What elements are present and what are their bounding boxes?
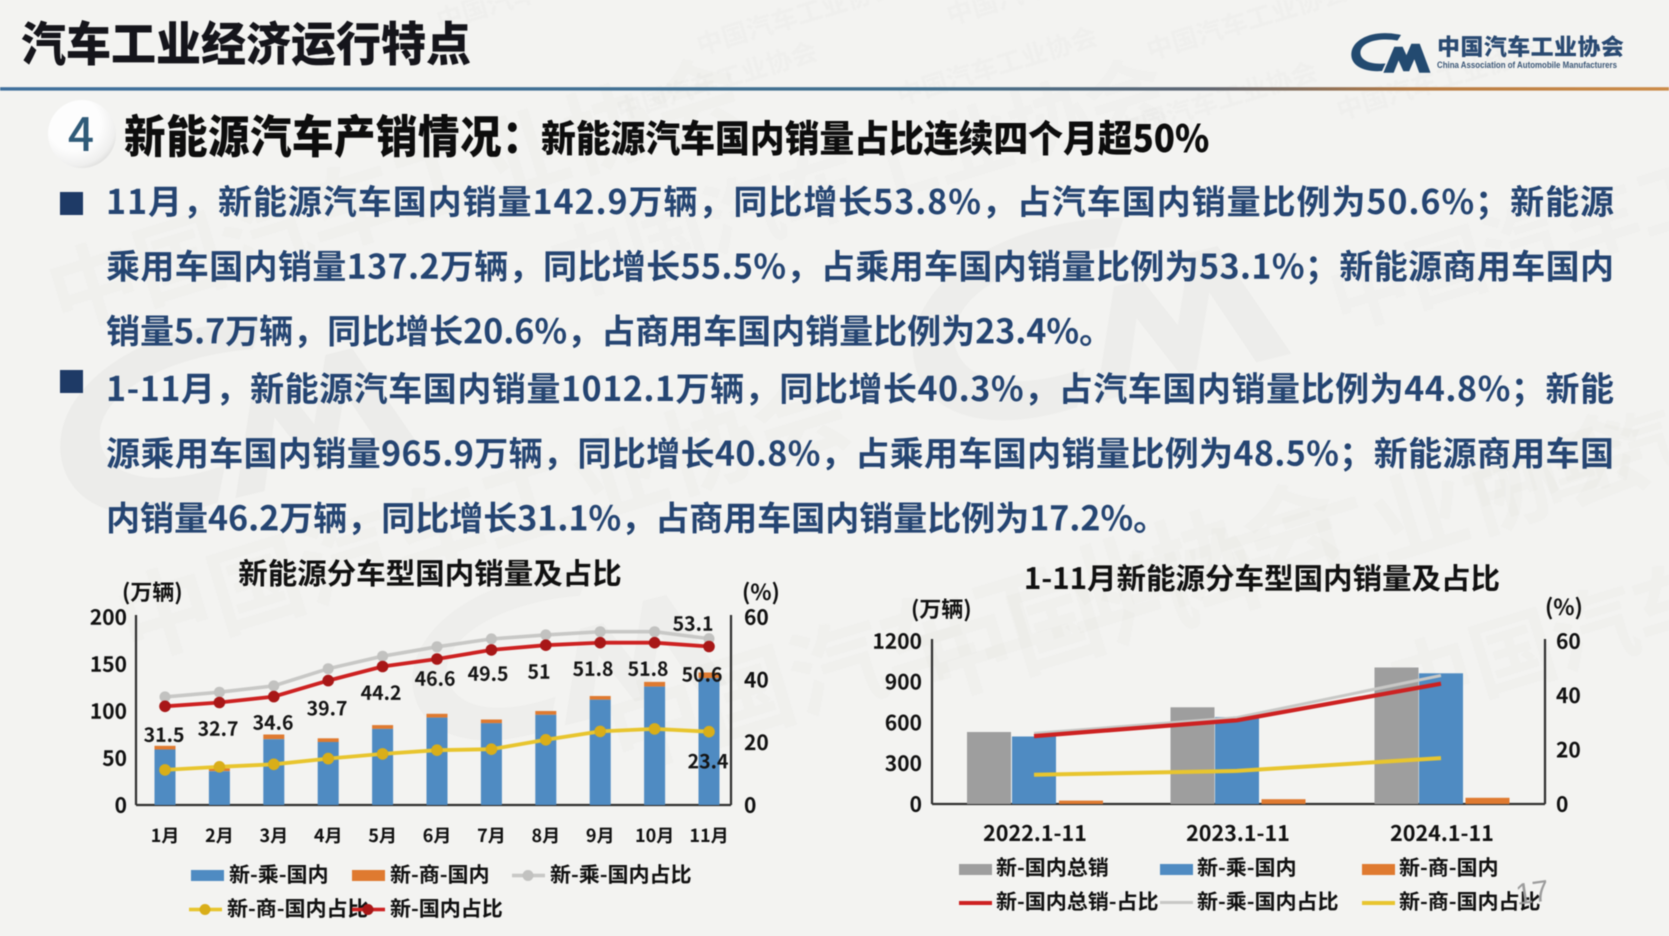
svg-text:China Association of Automobil: China Association of Automobile Manufact… [1437,60,1617,70]
svg-text:17: 17 [1514,874,1552,911]
